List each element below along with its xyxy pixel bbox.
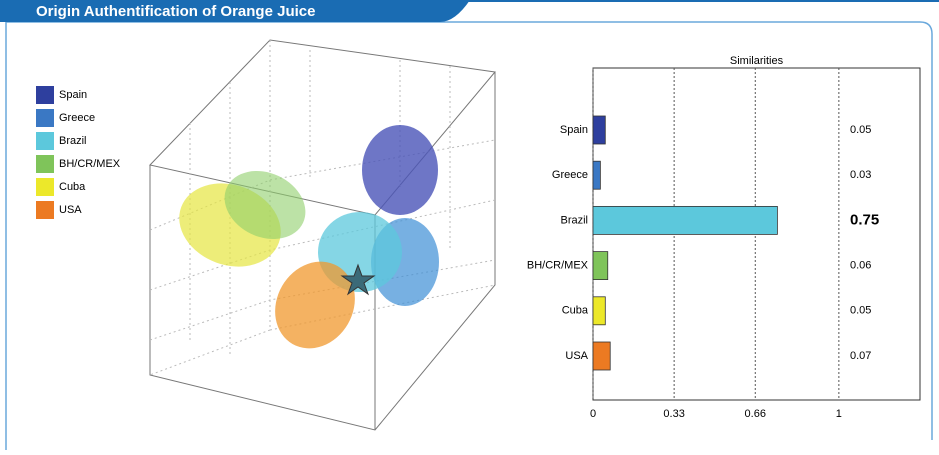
legend-swatch xyxy=(36,201,54,219)
legend-label: Greece xyxy=(59,112,95,124)
header-line xyxy=(0,0,939,2)
value-label: 0.07 xyxy=(850,350,871,362)
legend-swatch xyxy=(36,86,54,104)
bar xyxy=(592,160,601,190)
value-label: 0.06 xyxy=(850,260,871,272)
panel-frame xyxy=(5,21,933,450)
y-tick-label: Greece xyxy=(552,169,588,181)
x-tick-label: 0 xyxy=(590,408,596,420)
y-tick-label: Brazil xyxy=(560,214,588,226)
bar xyxy=(592,341,611,371)
bar xyxy=(592,115,606,145)
header-bar xyxy=(0,0,470,22)
header-title: Origin Authentification of Orange Juice xyxy=(36,3,315,20)
y-tick-label: USA xyxy=(565,350,588,362)
y-tick-label: Cuba xyxy=(562,305,589,317)
legend-swatch xyxy=(36,178,54,196)
x-tick-label: 1 xyxy=(836,408,842,420)
bar xyxy=(592,251,609,281)
legend-swatch xyxy=(36,132,54,150)
value-label: 0.05 xyxy=(850,124,871,136)
plot-3d xyxy=(149,39,496,431)
legend-label: Cuba xyxy=(59,181,86,193)
legend-label: Brazil xyxy=(59,135,87,147)
x-tick-label: 0.66 xyxy=(745,408,766,420)
chart-title: Similarities xyxy=(730,55,784,67)
value-label: 0.75 xyxy=(850,211,879,228)
value-label: 0.05 xyxy=(850,305,871,317)
y-tick-label: Spain xyxy=(560,124,588,136)
legend-label: USA xyxy=(59,204,82,216)
x-tick-label: 0.33 xyxy=(663,408,684,420)
value-label: 0.03 xyxy=(850,169,871,181)
bar xyxy=(592,205,778,235)
legend-label: BH/CR/MEX xyxy=(59,158,121,170)
legend-swatch xyxy=(36,155,54,173)
legend-label: Spain xyxy=(59,89,87,101)
y-tick-label: BH/CR/MEX xyxy=(527,260,589,272)
legend-swatch xyxy=(36,109,54,127)
bar xyxy=(592,296,606,326)
